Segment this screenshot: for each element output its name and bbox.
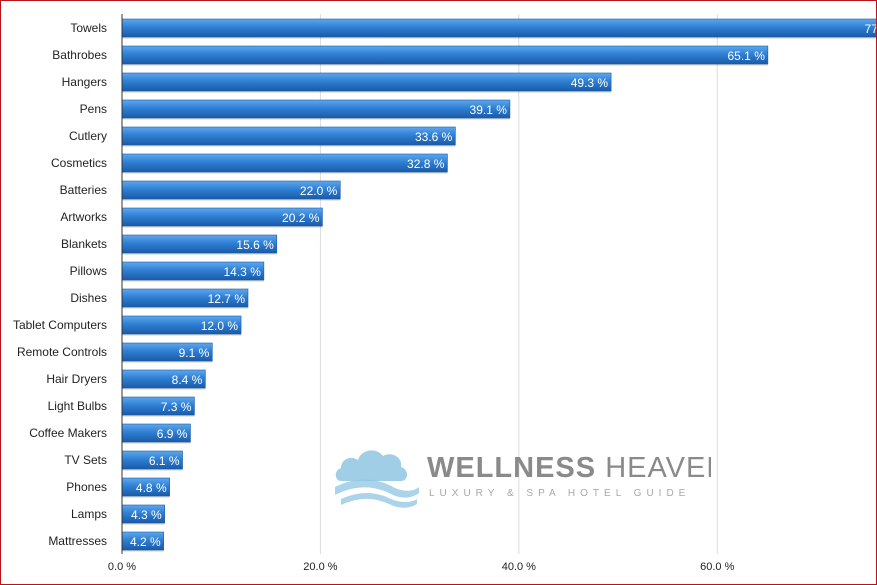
category-label: Dishes <box>70 291 107 305</box>
category-label: Blankets <box>61 237 107 251</box>
bar <box>121 45 769 65</box>
data-label: 4.3 % <box>131 508 162 522</box>
x-tick-label: 40.0 % <box>502 561 536 573</box>
category-label: Batteries <box>60 183 107 197</box>
data-label: 12.7 % <box>208 292 246 306</box>
category-label: Coffee Makers <box>29 426 107 440</box>
category-label: Phones <box>66 480 107 494</box>
data-label: 4.2 % <box>130 535 161 549</box>
watermark-brand: WELLNESS HEAVEN <box>427 452 711 484</box>
watermark-tagline: LUXURY & SPA HOTEL GUIDE <box>429 488 690 499</box>
cloud-wave-icon <box>335 450 419 508</box>
bar <box>121 72 612 92</box>
data-label: 8.4 % <box>172 373 203 387</box>
data-label: 65.1 % <box>728 49 766 63</box>
category-label: Cosmetics <box>51 156 107 170</box>
data-label: 12.0 % <box>201 319 239 333</box>
category-label: Light Bulbs <box>48 399 107 413</box>
bar <box>121 126 456 146</box>
category-label: Artworks <box>60 210 107 224</box>
category-label: Lamps <box>71 507 107 521</box>
category-label: Cutlery <box>69 129 107 143</box>
data-label: 9.1 % <box>179 346 210 360</box>
data-label: 32.8 % <box>407 157 445 171</box>
data-label: 6.9 % <box>157 427 188 441</box>
category-label: Towels <box>70 21 107 35</box>
watermark: WELLNESS HEAVEN LUXURY & SPA HOTEL GUIDE <box>335 450 711 508</box>
category-label: TV Sets <box>64 453 107 467</box>
bar <box>121 18 876 38</box>
data-label: 33.6 % <box>415 130 453 144</box>
bar <box>121 99 511 119</box>
category-label: Pens <box>80 102 107 116</box>
category-label: Tablet Computers <box>13 318 107 332</box>
data-label: 7.3 % <box>161 400 192 414</box>
data-label: 15.6 % <box>236 238 274 252</box>
category-label: Mattresses <box>48 534 107 548</box>
labels: 0.0 % 20.0 % 40.0 % 60.0 % Towels 77.5 Bathrob… <box>13 21 876 573</box>
category-label: Bathrobes <box>52 48 107 62</box>
bars <box>121 18 876 552</box>
data-label: 6.1 % <box>149 454 180 468</box>
x-tick-label: 60.0 % <box>700 561 734 573</box>
data-label: 14.3 % <box>224 265 262 279</box>
category-label: Hangers <box>62 75 107 89</box>
x-tick-label: 0.0 % <box>108 561 136 573</box>
bar <box>121 153 448 173</box>
data-label: 77.5 <box>865 22 876 36</box>
category-label: Pillows <box>70 264 107 278</box>
category-label: Remote Controls <box>17 345 107 359</box>
data-label: 22.0 % <box>300 184 338 198</box>
category-label: Hair Dryers <box>46 372 107 386</box>
data-label: 49.3 % <box>571 76 609 90</box>
data-label: 20.2 % <box>282 211 320 225</box>
data-label: 39.1 % <box>470 103 508 117</box>
x-tick-label: 20.0 % <box>303 561 337 573</box>
data-label: 4.8 % <box>136 481 167 495</box>
